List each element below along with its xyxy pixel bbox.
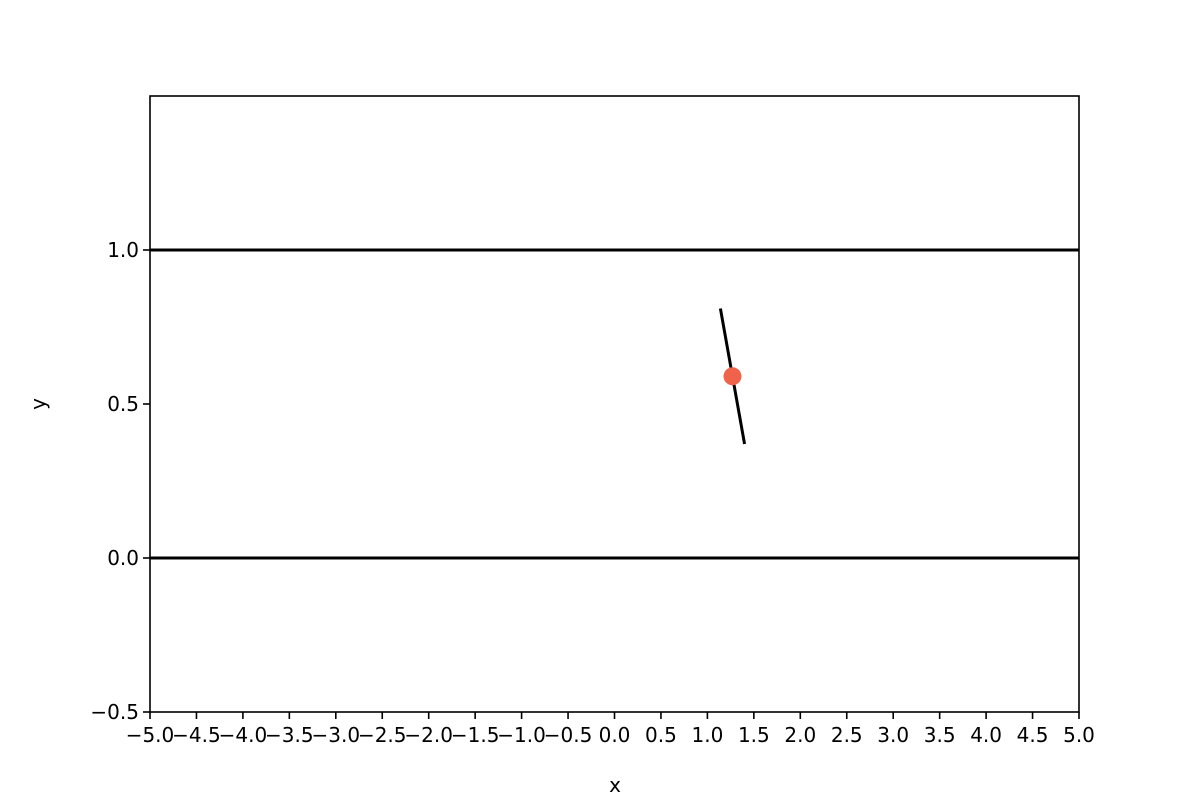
y-tick-label: −0.5 — [90, 700, 139, 724]
y-tick-label: 1.0 — [107, 238, 139, 262]
points — [723, 367, 742, 386]
y-tick-label: 0.0 — [107, 546, 139, 570]
x-tick-label: −4.5 — [172, 723, 221, 747]
x-tick-label: 0.5 — [645, 723, 677, 747]
horizontal-lines — [150, 248, 1079, 560]
x-tick-label: −2.0 — [404, 723, 453, 747]
x-tick-label: 0.0 — [599, 723, 631, 747]
x-axis-label: x — [609, 773, 621, 797]
x-tick-label: −2.5 — [358, 723, 407, 747]
x-tick-label: 4.5 — [1017, 723, 1049, 747]
x-tick-label: 2.0 — [784, 723, 816, 747]
x-tick-label: 2.5 — [831, 723, 863, 747]
x-tick-label: 5.0 — [1063, 723, 1095, 747]
x-tick-label: 1.5 — [738, 723, 770, 747]
x-tick-label: −4.0 — [219, 723, 268, 747]
x-tick-label: −1.5 — [451, 723, 500, 747]
plot-frame — [149, 95, 1080, 713]
x-tick-label: 4.0 — [970, 723, 1002, 747]
y-axis-ticks: −0.5 0.0 0.5 1.0 — [90, 238, 150, 724]
y-axis-label: y — [26, 398, 50, 410]
x-tick-label: −3.5 — [265, 723, 314, 747]
x-tick-label: 3.5 — [924, 723, 956, 747]
x-tick-label: −1.0 — [497, 723, 546, 747]
x-tick-label: −3.0 — [312, 723, 361, 747]
x-tick-label: −5.0 — [126, 723, 175, 747]
scatter-point-0 — [723, 367, 742, 386]
x-tick-label: −0.5 — [544, 723, 593, 747]
x-axis-ticks: −5.0−4.5−4.0−3.5−3.0−2.5−2.0−1.5−1.0−0.5… — [126, 712, 1095, 747]
y-tick-label: 0.5 — [107, 392, 139, 416]
x-tick-label: 3.0 — [877, 723, 909, 747]
x-tick-label: 1.0 — [691, 723, 723, 747]
